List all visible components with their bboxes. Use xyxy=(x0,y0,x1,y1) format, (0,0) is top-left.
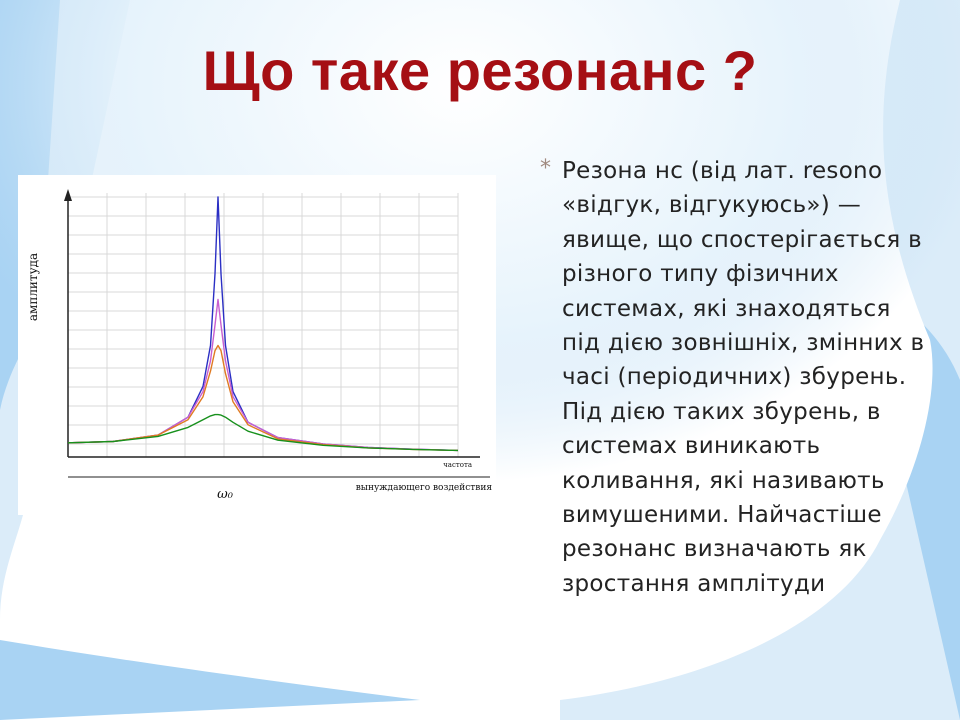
x-axis-label-line1: частота xyxy=(443,461,472,469)
chart-grid xyxy=(68,193,459,457)
resonance-curve-4 xyxy=(67,413,459,452)
resonance-chart-panel: амплитуда частота вынуждающего воздейств… xyxy=(18,175,496,515)
slide-title: Що таке резонанс ? xyxy=(202,39,758,102)
bullet-paragraph: Резона нс (від лат. resono «відгук, відг… xyxy=(562,158,925,597)
resonance-chart: амплитуда частота вынуждающего воздейств… xyxy=(26,189,493,502)
y-axis-label: амплитуда xyxy=(26,253,40,321)
omega-zero-label: ω₀ xyxy=(217,487,234,502)
y-axis-arrow xyxy=(64,189,72,201)
x-axis-label-line2: вынуждающего воздействия xyxy=(356,483,493,493)
bullet-star-icon: * xyxy=(540,156,551,181)
series-layer xyxy=(67,196,459,452)
